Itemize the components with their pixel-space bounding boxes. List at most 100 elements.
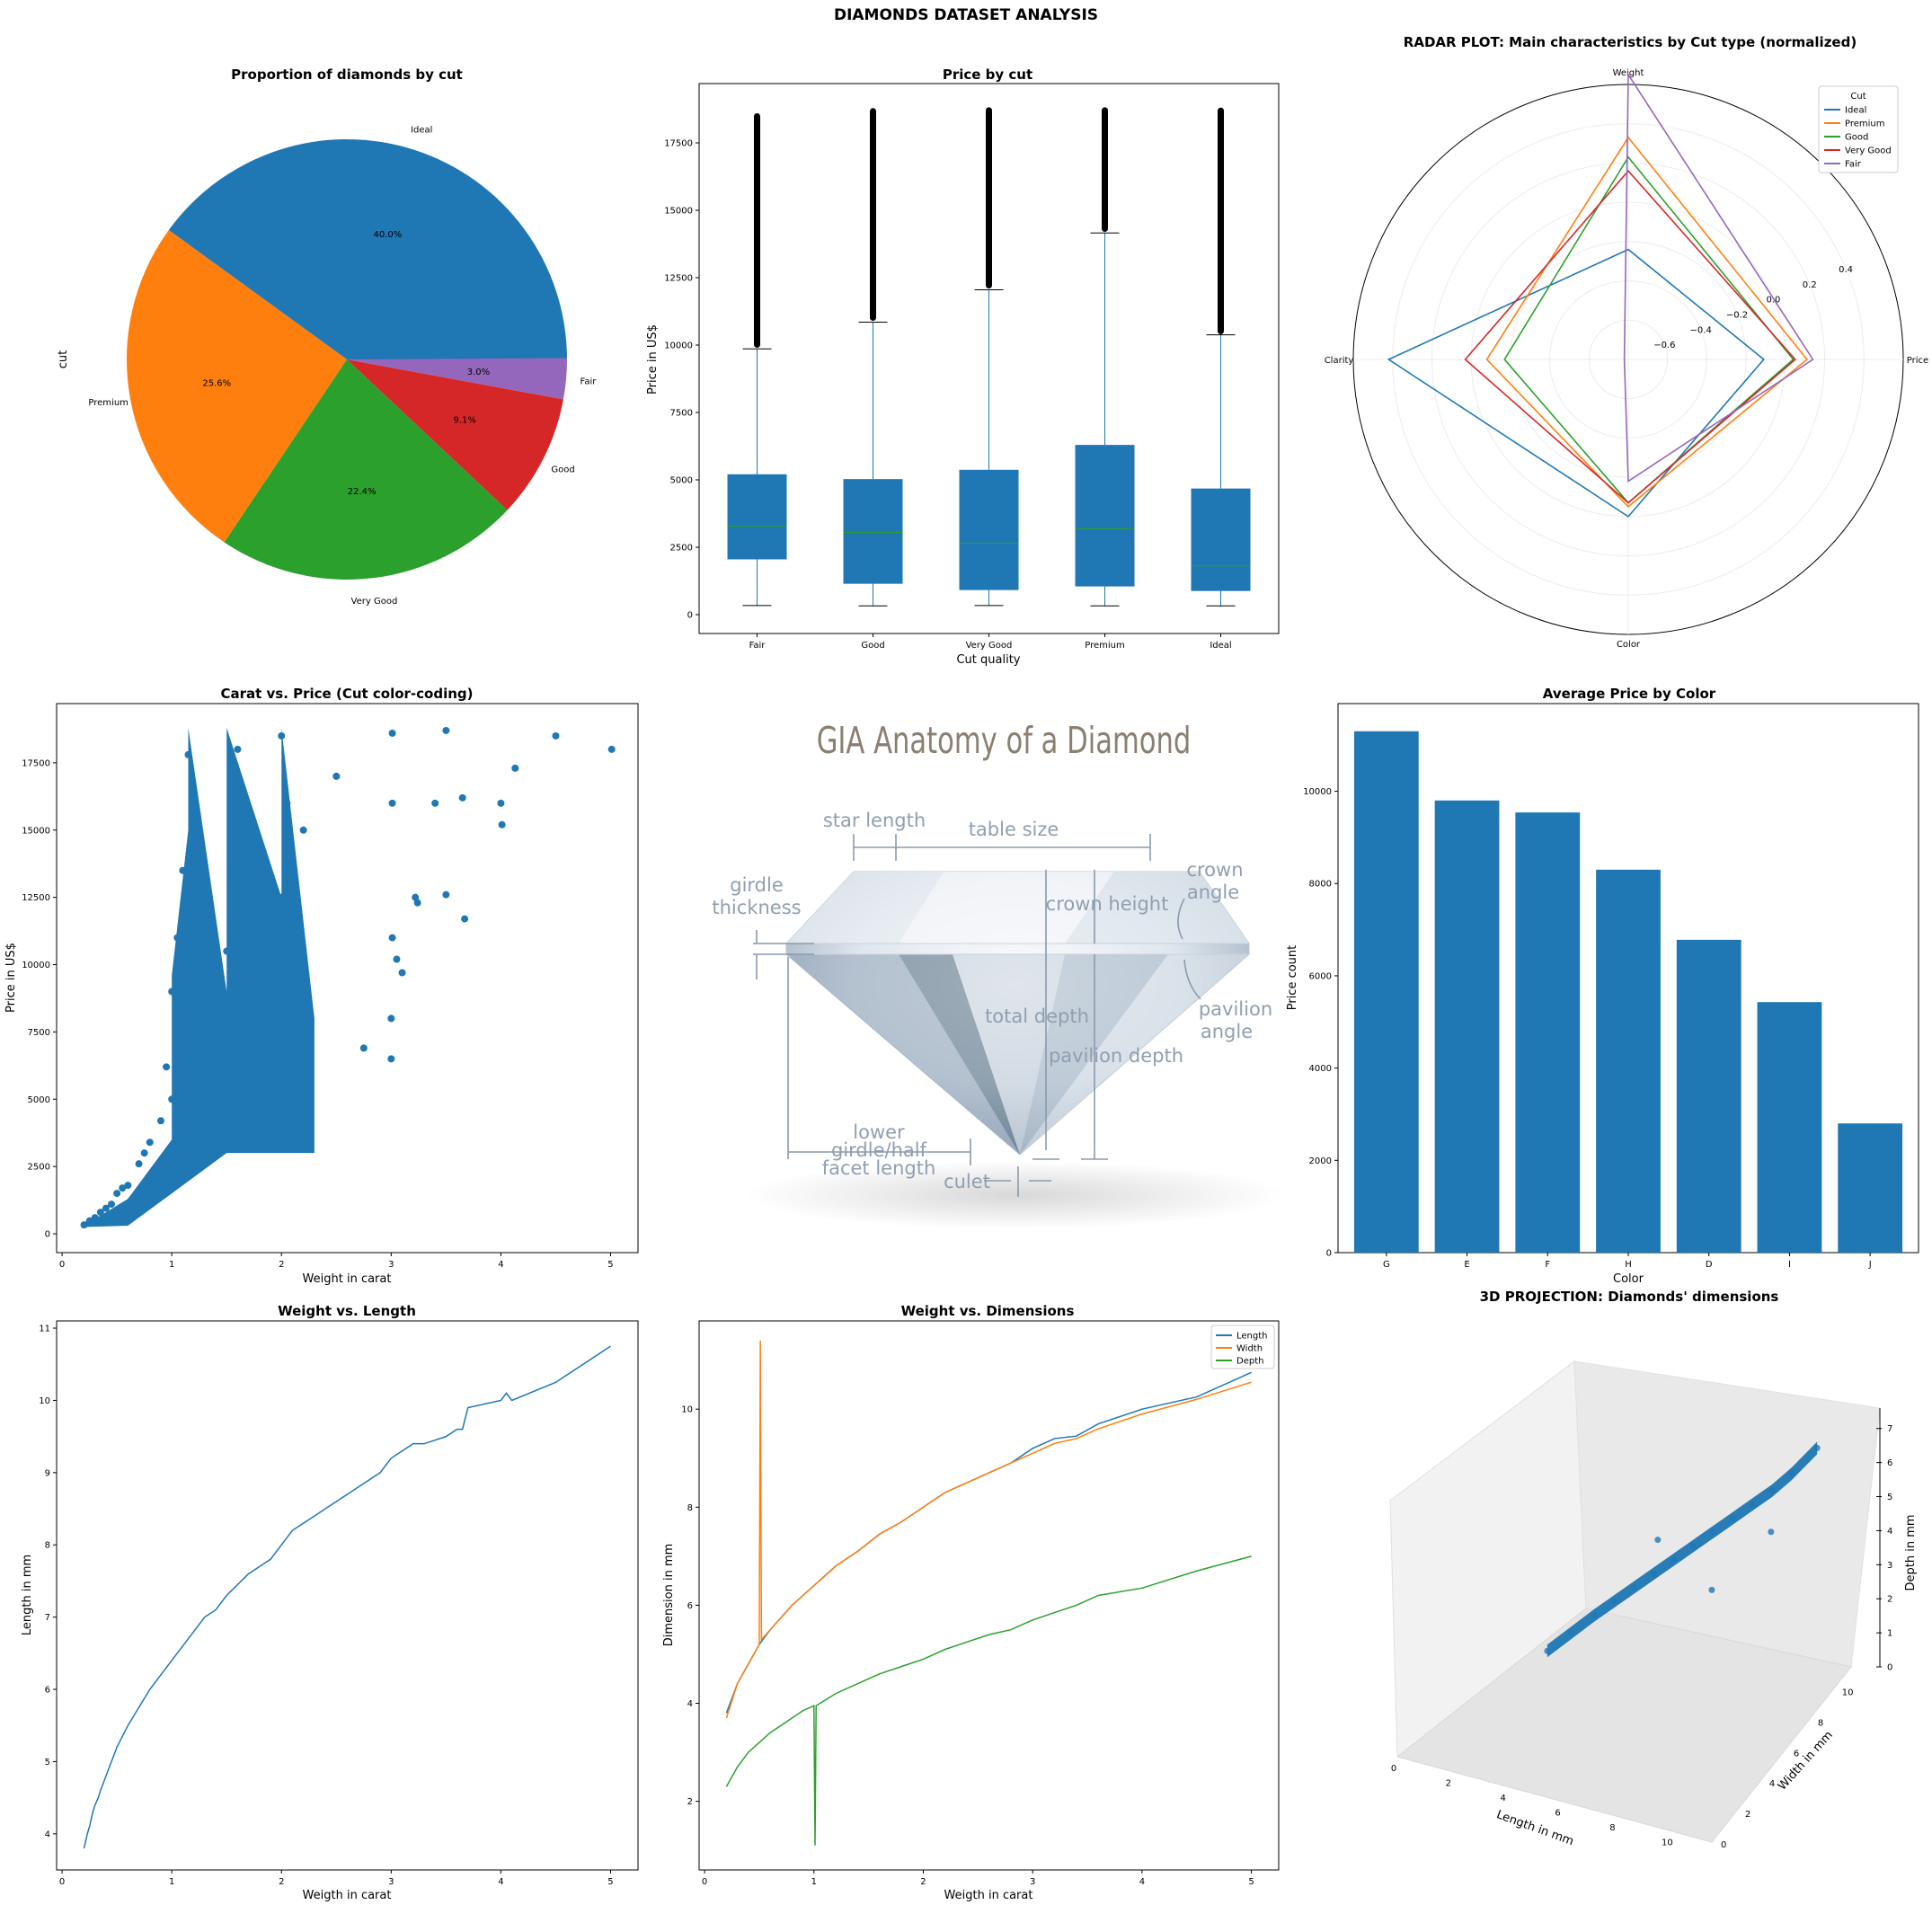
proj3d-point xyxy=(1768,1528,1775,1536)
scatter-point xyxy=(156,1117,164,1125)
proj3d-ytick-label: 2 xyxy=(1745,1810,1750,1820)
radar-series-line xyxy=(1503,155,1795,504)
bar-xlabel: Color xyxy=(1613,1272,1644,1286)
wd-xlabel: Weigth in carat xyxy=(944,1889,1033,1902)
pie-slice xyxy=(127,229,347,543)
wd-xtick-label: 0 xyxy=(702,1877,707,1887)
pie-slice-label: Fair xyxy=(580,377,598,387)
anatomy-title: GIA Anatomy of a Diamond xyxy=(817,718,1192,762)
scatter-point xyxy=(359,1044,368,1052)
scatter-plot-content: 0 1 2 3 4 5 0 2500 5000 7500 10000 12500 15000 17500 xyxy=(22,726,616,1270)
wd-ytick-label: 2 xyxy=(687,1797,693,1807)
proj3d-xtick-label: 4 xyxy=(1501,1794,1506,1803)
wd-xtick-label: 2 xyxy=(920,1877,926,1887)
wl-series-line xyxy=(83,1345,611,1849)
pie-slice-label: Ideal xyxy=(411,126,432,136)
pie-slice-label: Premium xyxy=(88,398,129,408)
proj3d-ztick-label: 2 xyxy=(1887,1595,1892,1605)
scatter-point xyxy=(223,947,231,955)
scatter-point xyxy=(190,1041,198,1050)
scatter-point xyxy=(80,1221,88,1229)
proj3d-ytick-label: 4 xyxy=(1769,1779,1775,1789)
pie-slice-pct: 25.6% xyxy=(202,379,231,389)
scatter-point xyxy=(173,934,182,942)
scatter-point xyxy=(278,893,286,901)
bar-category-label: J xyxy=(1868,1260,1872,1270)
radar-legend-title: Cut xyxy=(1850,92,1866,102)
wl-xtick-label: 0 xyxy=(59,1877,65,1887)
bar-title: Average Price by Color xyxy=(1543,686,1716,702)
wd-xtick-label: 1 xyxy=(811,1877,817,1887)
radar-axis-label: Price xyxy=(1907,356,1928,366)
bar-rect xyxy=(1515,812,1581,1253)
scatter-point xyxy=(387,1055,395,1063)
box-iqr xyxy=(1191,488,1251,591)
box-ytick-label: 17500 xyxy=(664,139,693,149)
box-ylabel: Price in US$ xyxy=(646,324,660,394)
radar-legend-label: Fair xyxy=(1845,160,1862,170)
radar-series-line xyxy=(1485,136,1809,509)
scatter-ytick-label: 7500 xyxy=(28,1028,50,1038)
bar-rect xyxy=(1434,800,1500,1253)
proj3d-xtick-label: 6 xyxy=(1555,1809,1560,1819)
proj3d-ztick-label: 0 xyxy=(1887,1663,1892,1673)
wd-ylabel: Dimension in mm xyxy=(662,1544,676,1647)
scatter-point xyxy=(113,1190,121,1198)
radar-legend-label: Premium xyxy=(1845,120,1885,129)
radar-legend-items: Ideal Premium Good Very Good Fair xyxy=(1824,106,1892,170)
box-category-label: Ideal xyxy=(1210,641,1231,651)
box-ytick-label: 2500 xyxy=(670,544,693,554)
scatter-point xyxy=(299,826,307,834)
box-ytick-label: 10000 xyxy=(664,341,693,351)
radar-plot-content: −0.6 −0.4 −0.2 0.0 0.2 0.4 Price Weight Clarity C… xyxy=(1325,68,1929,650)
scatter-point xyxy=(461,915,469,923)
wl-plot-area xyxy=(56,1320,639,1871)
bar-ytick-label: 4000 xyxy=(1309,1064,1332,1074)
wd-legend-label: Length xyxy=(1236,1332,1268,1342)
scatter-xtick-label: 4 xyxy=(498,1260,503,1270)
scatter-ytick-label: 12500 xyxy=(22,893,50,903)
scatter-ytick-label: 15000 xyxy=(22,826,50,836)
bar-category-label: D xyxy=(1706,1260,1713,1270)
radar-rtick-label: 0.2 xyxy=(1803,280,1817,290)
proj3d-point xyxy=(1749,1501,1756,1508)
wl-xtick-label: 4 xyxy=(498,1877,503,1887)
scatter-point xyxy=(552,731,560,740)
scatter-xlabel: Weight in carat xyxy=(303,1272,392,1286)
scatter-point xyxy=(458,793,466,802)
scatter-point xyxy=(140,1149,148,1157)
scatter-point xyxy=(442,726,450,734)
proj3d-point xyxy=(1567,1629,1574,1636)
wd-xtick-label: 4 xyxy=(1139,1877,1145,1887)
box-category-label: Good xyxy=(861,641,884,651)
scatter-point xyxy=(200,974,208,982)
scatter-point xyxy=(412,893,420,901)
bar-category-label: G xyxy=(1383,1260,1390,1270)
proj3d-ztick-label: 3 xyxy=(1887,1561,1892,1571)
scatter-point xyxy=(85,1217,93,1225)
radar-legend-label: Very Good xyxy=(1845,146,1892,156)
radar-rtick-label: 0.0 xyxy=(1766,296,1780,306)
box-category-label: Very Good xyxy=(966,641,1013,651)
wl-ytick-label: 8 xyxy=(45,1541,50,1551)
scatter-xtick-label: 3 xyxy=(388,1260,394,1270)
pie-slice-label: Good xyxy=(551,465,574,475)
scatter-point xyxy=(388,729,396,737)
radar-chart-panel: RADAR PLOT: Main characteristics by Cut … xyxy=(1325,34,1929,650)
radar-rtick-label: −0.4 xyxy=(1690,325,1712,335)
box-outliers xyxy=(1102,107,1108,233)
proj3d-ztick-label: 4 xyxy=(1887,1527,1892,1537)
scatter-point xyxy=(398,969,406,977)
radar-legend: Cut Ideal Premium Good Very Good Fair xyxy=(1818,85,1899,173)
proj3d-point xyxy=(1650,1570,1657,1577)
scatter-point xyxy=(163,1063,171,1071)
proj3d-point xyxy=(1708,1586,1715,1593)
weight-length-panel: Weight vs. Length 0 1 2 3 4 5 4 5 6 7 8 9 10 11 Weigt… xyxy=(21,1303,639,1902)
wl-plot-content: 0 1 2 3 4 5 4 5 6 7 8 9 10 11 xyxy=(39,1325,613,1887)
scatter-ytick-label: 2500 xyxy=(28,1163,50,1173)
wd-plot-content: 0 1 2 3 4 5 2 4 6 8 10 xyxy=(681,1340,1254,1887)
proj3d-ztick-label: 7 xyxy=(1887,1424,1892,1434)
scatter-point xyxy=(388,934,396,942)
wl-ytick-label: 9 xyxy=(45,1468,50,1478)
wd-ytick-label: 10 xyxy=(681,1405,693,1415)
